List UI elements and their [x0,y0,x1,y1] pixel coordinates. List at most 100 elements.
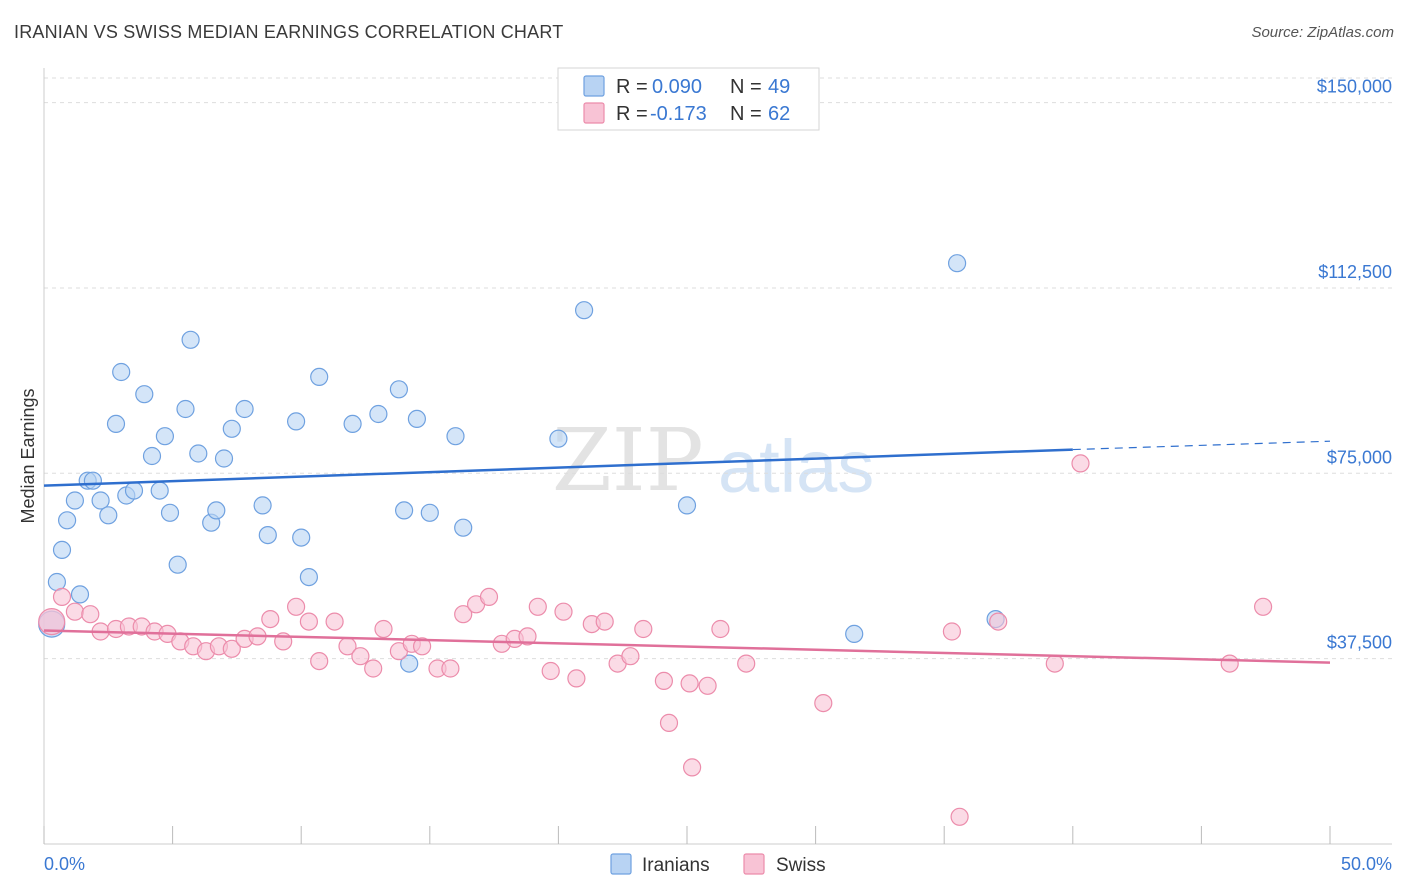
point-iranians [155,427,174,446]
point-iranians [142,446,162,466]
point-iranians [235,399,254,419]
point-swiss [52,587,72,607]
bottom-legend-label-swiss: Swiss [776,855,826,876]
point-iranians [947,254,967,273]
point-swiss [989,612,1008,631]
point-iranians [299,567,318,587]
point-iranians [168,555,187,574]
watermark-atlas: atlas [718,425,874,508]
legend-r-label-iranians: R = [616,76,648,98]
point-iranians [343,414,362,433]
legend-r-value-swiss: -0.173 [650,103,707,125]
bottom-legend-swatch-swiss [743,853,765,875]
y-axis-title: Median Earnings [18,388,38,523]
point-swiss [81,605,100,624]
point-swiss [374,619,393,639]
point-iranians [407,409,426,428]
point-iranians [52,540,72,560]
point-swiss [659,713,679,733]
point-iranians [400,654,419,673]
trend-lines [43,440,1331,664]
point-iranians [135,385,154,404]
y-axis-labels: $37,500 $75,000 $112,500 $150,000 [1317,77,1392,653]
legend-swatch-swiss [583,102,605,124]
point-iranians [150,481,169,500]
watermark-zip: ZIP [552,411,704,511]
point-swiss [541,661,560,681]
point-swiss [222,639,241,658]
point-swiss [287,597,306,616]
point-iranians [112,362,131,382]
point-swiss [479,587,499,607]
point-swiss [1045,654,1064,673]
point-iranians [181,330,200,349]
bottom-legend-swatch-iranians [610,853,632,875]
x-axis-ticks [43,826,1331,844]
point-iranians [310,367,329,386]
point-iranians [369,404,388,424]
point-swiss [814,693,833,713]
point-iranians [454,518,473,537]
point-iranians [677,496,697,515]
point-iranians [258,525,277,545]
point-swiss [634,619,653,639]
point-iranians [253,496,272,515]
point-iranians [189,444,208,463]
chart-title: IRANIAN VS SWISS MEDIAN EARNINGS CORRELA… [14,22,564,42]
point-iranians [222,419,241,438]
y-tick-label: $112,500 [1318,262,1392,282]
point-iranians [214,449,234,468]
point-swiss [654,671,674,691]
point-swiss [364,659,383,678]
y-tick-label: $37,500 [1327,633,1392,653]
point-iranians [160,503,180,522]
point-iranians [176,399,195,419]
legend: R = 0.090 N = 49 R = -0.173 N = 62 [557,67,820,131]
trend-line-iranians [43,448,1073,487]
bottom-legend-label-iranians: Iranians [642,855,710,876]
y-tick-label: $150,000 [1317,77,1392,97]
point-iranians [845,624,864,644]
grid-lines [44,77,1392,660]
point-swiss [65,602,85,621]
point-iranians [446,427,465,446]
point-iranians [207,501,226,520]
point-iranians [574,301,594,320]
point-swiss [441,659,460,678]
point-swiss [698,676,717,695]
point-iranians [292,528,311,547]
point-swiss [567,669,586,688]
point-swiss [1071,454,1090,473]
point-iranians [395,501,414,520]
legend-r-label-swiss: R = [616,103,648,125]
source-label: Source: ZipAtlas.com [1251,24,1394,41]
point-iranians [99,506,118,525]
point-swiss [413,637,432,656]
legend-n-value-iranians: 49 [768,76,790,98]
point-iranians [91,491,110,510]
legend-swatch-iranians [583,75,605,97]
point-iranians [549,429,568,448]
point-swiss [1220,654,1239,673]
point-iranians [389,380,408,399]
point-swiss [351,647,370,666]
point-swiss [528,597,547,616]
point-iranians [70,585,90,604]
point-swiss [737,654,756,673]
point-swiss [299,612,318,631]
point-swiss [942,622,962,641]
point-swiss [682,758,702,777]
point-swiss [518,627,537,646]
legend-n-label-swiss: N = [730,103,762,125]
point-swiss [38,607,66,636]
legend-n-value-swiss: 62 [768,103,790,125]
point-swiss [310,651,329,671]
point-swiss [595,612,614,631]
point-swiss [1253,597,1273,616]
point-iranians [124,481,144,500]
point-swiss [554,602,573,621]
point-swiss [711,619,730,639]
point-swiss [325,612,344,631]
point-swiss [454,605,473,624]
point-iranians [57,511,77,530]
